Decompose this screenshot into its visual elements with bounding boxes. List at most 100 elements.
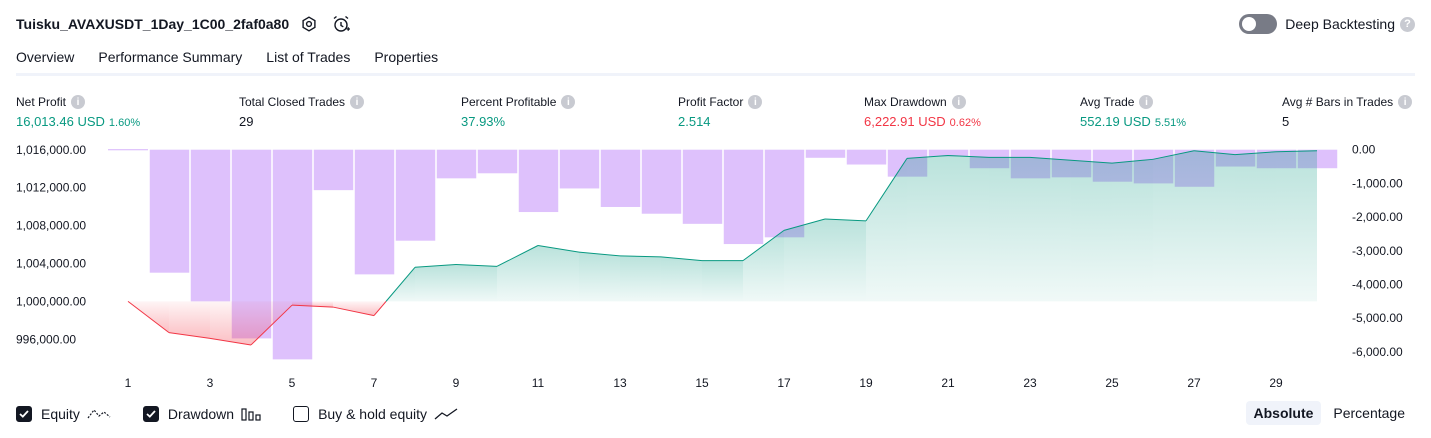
drawdown-bar [600,149,641,207]
equity-checkbox[interactable]: Equity [16,406,111,422]
equity-drawdown-chart: 1,016,000.00 1,012,000.00 1,008,000.00 1,00… [16,143,1403,390]
metric-label: Max Drawdown [864,95,947,109]
equity-area-positive [907,155,948,302]
tab-divider [16,73,1415,76]
drawdown-bar [477,149,518,174]
checkbox-box[interactable] [16,406,32,422]
x-axis-tick-label: 1 [125,376,132,390]
buy-hold-label: Buy & hold equity [318,406,428,422]
left-axis-tick-label: 1,016,000.00 [16,143,86,157]
drawdown-bar [928,149,969,157]
equity-line-segment [1070,159,1113,164]
chart-mode-switch: Absolute Percentage [1242,401,1414,425]
equity-line-segment [660,256,703,262]
equity-line-segment [1193,150,1236,156]
equity-area-positive [702,260,743,302]
alarm-clock-plus-icon[interactable] [329,12,353,36]
equity-area-positive [497,245,538,302]
equity-line-segment [127,300,170,334]
deep-backtesting: Deep Backtesting ? [1239,12,1415,36]
metric-avg-bars: Avg # Bars in Trades i 5 [1282,94,1413,129]
right-axis-tick-label: -4,000.00 [1352,277,1403,291]
checkbox-box[interactable] [293,406,310,422]
tab-performance-summary[interactable]: Performance Summary [98,49,243,65]
info-icon[interactable]: i [350,95,365,109]
equity-line-segment [578,251,621,257]
equity-line-segment [865,158,908,222]
gear-icon[interactable] [297,12,321,36]
x-axis-tick-label: 19 [859,376,873,390]
equity-area-positive [825,218,866,302]
tab-list-of-trades[interactable]: List of Trades [266,49,351,65]
equity-line-segment [1275,150,1318,153]
x-axis-tick-label: 23 [1023,376,1037,390]
metric-label: Profit Factor [678,95,744,109]
deep-backtesting-toggle[interactable] [1239,14,1278,34]
tab-properties[interactable]: Properties [374,49,439,65]
equity-line-icon [87,407,111,421]
left-axis-tick-label: 1,012,000.00 [16,181,86,195]
metric-max-drawdown: Max Drawdown i 6,222.91 USD 0.62% [864,94,981,129]
x-axis-tick-label: 29 [1269,376,1283,390]
x-axis-tick-label: 11 [532,376,545,390]
drawdown-bar [272,149,313,360]
info-icon[interactable]: i [951,95,966,109]
drawdown-bar [641,149,682,214]
tab-overview[interactable]: Overview [16,48,75,76]
equity-area-positive [538,245,579,302]
right-axis-tick-label: -6,000.00 [1352,345,1403,359]
metric-value: 29 [239,114,254,129]
x-axis-tick-label: 27 [1187,376,1201,390]
equity-area-positive [1153,150,1194,302]
right-axis-tick-label: 0.00 [1352,143,1376,157]
strategy-title: Tuisku_AVAXUSDT_1Day_1C00_2faf0a80 [16,16,290,32]
equity-line-segment [414,263,457,268]
info-icon[interactable]: i [1398,95,1413,109]
drawdown-bar [805,149,846,158]
metric-percent-profitable: Percent Profitable i 37.93% [461,94,576,129]
equity-line-segment [906,155,949,159]
buy-hold-checkbox[interactable]: Buy & hold equity [293,406,458,422]
equity-label: Equity [41,406,80,422]
x-axis-tick-label: 9 [453,376,460,390]
equity-area-negative [292,301,333,308]
metric-value: 37.93% [461,114,506,129]
equity-area-positive [1194,150,1235,302]
metric-value: 552.19 USD [1080,114,1151,129]
drawdown-bars-icon [241,407,261,421]
x-axis-tick-label: 13 [613,376,627,390]
drawdown-bar [149,149,190,273]
equity-line-segment [1152,150,1195,160]
equity-line-segment [619,255,662,258]
equity-area-negative [251,301,292,345]
equity-area-positive [866,158,907,302]
drawdown-bar [682,149,723,224]
percentage-button[interactable]: Percentage [1333,405,1405,421]
drawdown-checkbox[interactable]: Drawdown [142,406,261,422]
info-icon[interactable]: i [748,95,763,109]
equity-area-negative [169,301,210,339]
metric-label: Total Closed Trades [239,95,346,109]
help-icon[interactable]: ? [1400,16,1415,32]
tab-bar: Overview Performance Summary List of Tra… [16,48,462,76]
left-axis-tick-label: 1,004,000.00 [16,256,86,270]
chart-legend-controls: Equity Drawdown Buy & hold equity [16,403,490,425]
info-icon[interactable]: i [1139,95,1154,109]
equity-area-positive [579,252,620,302]
info-icon[interactable]: i [71,95,86,109]
info-icon[interactable]: i [561,95,576,109]
metric-percent: 0.62% [949,117,981,129]
drawdown-bar [313,149,354,191]
equity-line-segment [250,304,293,346]
equity-area-negative [333,301,374,316]
absolute-button[interactable]: Absolute [1245,401,1322,425]
drawdown-bar [436,149,477,179]
metric-label: Net Profit [16,95,67,109]
right-axis-tick-label: -1,000.00 [1352,176,1403,190]
equity-area-positive [1071,160,1112,302]
equity-line-segment [824,218,867,222]
strategy-header: Tuisku_AVAXUSDT_1Day_1C00_2faf0a80 [16,12,353,36]
equity-area-positive [1235,151,1276,302]
checkbox-box[interactable] [142,406,159,422]
left-axis-tick-label: 996,000.00 [16,332,76,346]
